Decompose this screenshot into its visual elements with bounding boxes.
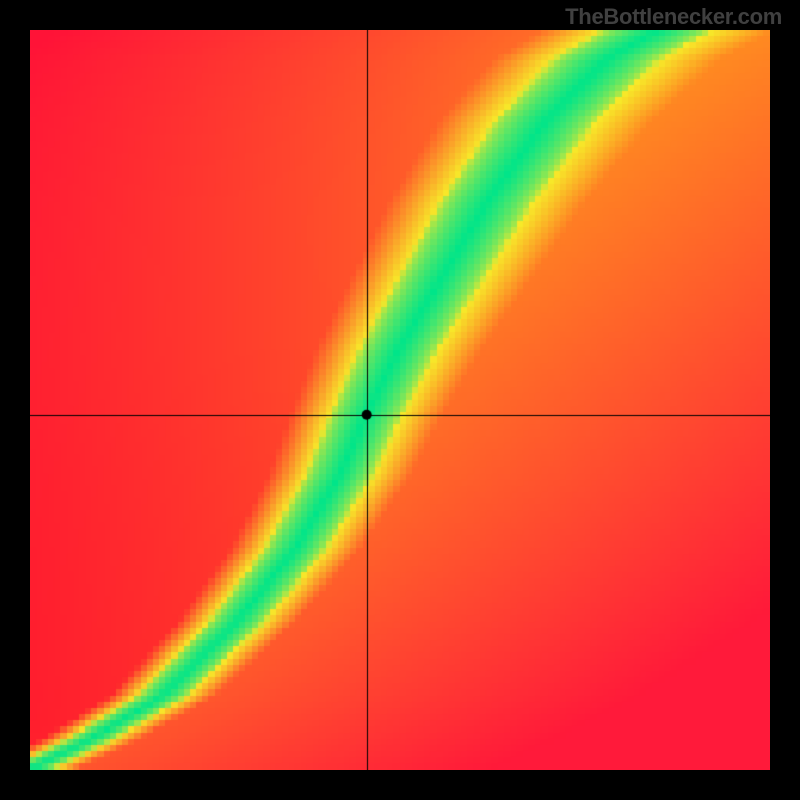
watermark-label: TheBottlenecker.com <box>565 4 782 30</box>
bottleneck-heatmap <box>30 30 770 770</box>
